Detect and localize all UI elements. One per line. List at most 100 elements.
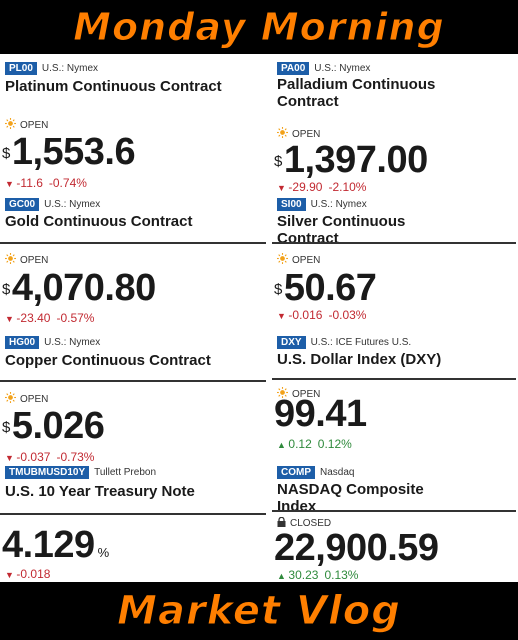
change-arrow: ▼ <box>277 183 289 193</box>
change-row: ▼ -0.018 <box>5 567 50 581</box>
separator <box>0 242 266 244</box>
change-arrow: ▲ <box>277 440 289 450</box>
change-row: ▲ 30.23 0.13% <box>277 568 358 582</box>
symbol-badge: HG00 <box>5 336 40 349</box>
change-row: ▲ 0.12 0.12% <box>277 437 352 451</box>
currency: $ <box>2 145 10 162</box>
change: 30.23 <box>288 568 319 582</box>
exchange: Nasdaq <box>320 467 355 478</box>
symbol-badge: DXY <box>277 336 306 349</box>
price: $1,553.6 <box>2 131 136 173</box>
currency: $ <box>274 153 282 170</box>
price: 22,900.59 <box>274 528 439 568</box>
symbol-badge: PA00 <box>277 62 310 75</box>
change-arrow: ▼ <box>277 311 289 321</box>
exchange: U.S.: Nymex <box>44 199 101 210</box>
symbol-row: TMUBMUSD10Y Tullett Prebon <box>5 462 156 480</box>
exchange: U.S.: Nymex <box>310 199 367 210</box>
symbol-badge: SI00 <box>277 198 306 211</box>
symbol-badge: GC00 <box>5 198 40 211</box>
banner-title: Market Vlog <box>117 588 401 635</box>
exchange: Tullett Prebon <box>94 467 157 478</box>
change: -29.90 <box>288 180 323 194</box>
symbol-badge: COMP <box>277 466 315 479</box>
change-percent: -0.73% <box>56 450 95 464</box>
symbol-badge: PL00 <box>5 62 37 75</box>
price: $4,070.80 <box>2 268 156 308</box>
exchange: U.S.: ICE Futures U.S. <box>310 337 412 348</box>
status-icon <box>277 253 288 267</box>
symbol-badge: TMUBMUSD10Y <box>5 466 90 479</box>
change-arrow: ▼ <box>5 453 17 463</box>
change-arrow: ▼ <box>5 570 17 580</box>
bottom-banner: Market Vlog <box>0 582 518 640</box>
exchange: U.S.: Nymex <box>314 63 371 74</box>
change: -11.6 <box>16 176 43 190</box>
price-value: 1,397.00 <box>283 139 428 181</box>
price: 99.41 <box>274 394 367 434</box>
status-text: OPEN <box>20 254 49 266</box>
price-value: 99.41 <box>274 393 367 435</box>
status-text: OPEN <box>292 128 321 140</box>
change-percent: -0.57% <box>56 311 95 325</box>
separator <box>272 378 516 380</box>
quote-column: PA00 U.S.: Nymex Palladium Continuous Cont… <box>272 54 518 582</box>
price-value: 22,900.59 <box>274 527 439 569</box>
market-status: OPEN <box>277 127 320 141</box>
currency: $ <box>274 281 282 298</box>
change-row: ▼ -0.037 -0.73% <box>5 450 94 464</box>
market-status: OPEN <box>5 118 48 132</box>
status-text: OPEN <box>292 388 321 400</box>
change-row: ▼ -0.016 -0.03% <box>277 308 366 322</box>
change-arrow: ▼ <box>5 314 17 324</box>
change: -0.016 <box>288 308 323 322</box>
separator <box>0 513 266 515</box>
price-unit: % <box>97 545 110 560</box>
symbol-row: PA00 U.S.: Nymex <box>277 58 370 76</box>
price-value: 5.026 <box>11 405 105 447</box>
status-text: OPEN <box>20 119 49 131</box>
status-icon <box>5 392 16 406</box>
change: -0.018 <box>16 567 51 581</box>
market-status: CLOSED <box>277 516 332 530</box>
symbol-row: DXY U.S.: ICE Futures U.S. <box>277 332 411 350</box>
status-text: CLOSED <box>290 518 332 529</box>
price: $1,397.00 <box>274 140 428 180</box>
market-status: OPEN <box>277 387 320 401</box>
separator <box>272 510 516 512</box>
quote-column: PL00 U.S.: Nymex Platinum Continuous Contr… <box>0 54 268 582</box>
change-arrow: ▼ <box>5 179 17 189</box>
change-percent: 0.13% <box>324 568 359 582</box>
change: -0.037 <box>16 450 51 464</box>
symbol-row: PL00 U.S.: Nymex <box>5 58 98 76</box>
top-banner: Monday Morning <box>0 0 518 54</box>
instrument-name: Copper Continuous Contract <box>5 352 211 369</box>
change-percent: -2.10% <box>328 180 367 194</box>
symbol-row: COMP Nasdaq <box>277 462 354 480</box>
symbol-row: SI00 U.S.: Nymex <box>277 194 367 212</box>
status-icon <box>5 253 16 267</box>
price-value: 50.67 <box>283 267 377 309</box>
change-row: ▼ -23.40 -0.57% <box>5 311 94 325</box>
change: -23.40 <box>16 311 51 325</box>
price-value: 4,070.80 <box>11 267 156 309</box>
price: 4.129% <box>2 525 109 573</box>
price: $5.026 <box>2 405 105 447</box>
change-row: ▼ -29.90 -2.10% <box>277 180 366 194</box>
symbol-row: GC00 U.S.: Nymex <box>5 194 100 212</box>
price: $50.67 <box>274 267 377 309</box>
instrument-name: Platinum Continuous Contract <box>5 78 222 95</box>
market-status: OPEN <box>5 253 48 267</box>
change-row: ▼ -11.6 -0.74% <box>5 176 87 190</box>
status-text: OPEN <box>292 254 321 266</box>
change: 0.12 <box>288 437 312 451</box>
price-value: 1,553.6 <box>11 131 136 173</box>
instrument-name: Gold Continuous Contract <box>5 213 193 230</box>
exchange: U.S.: Nymex <box>44 337 101 348</box>
instrument-name: Palladium Continuous Contract <box>277 76 436 110</box>
separator <box>0 380 266 382</box>
instrument-name: U.S. Dollar Index (DXY) <box>277 351 442 368</box>
status-icon <box>277 516 286 530</box>
market-status: OPEN <box>277 253 320 267</box>
